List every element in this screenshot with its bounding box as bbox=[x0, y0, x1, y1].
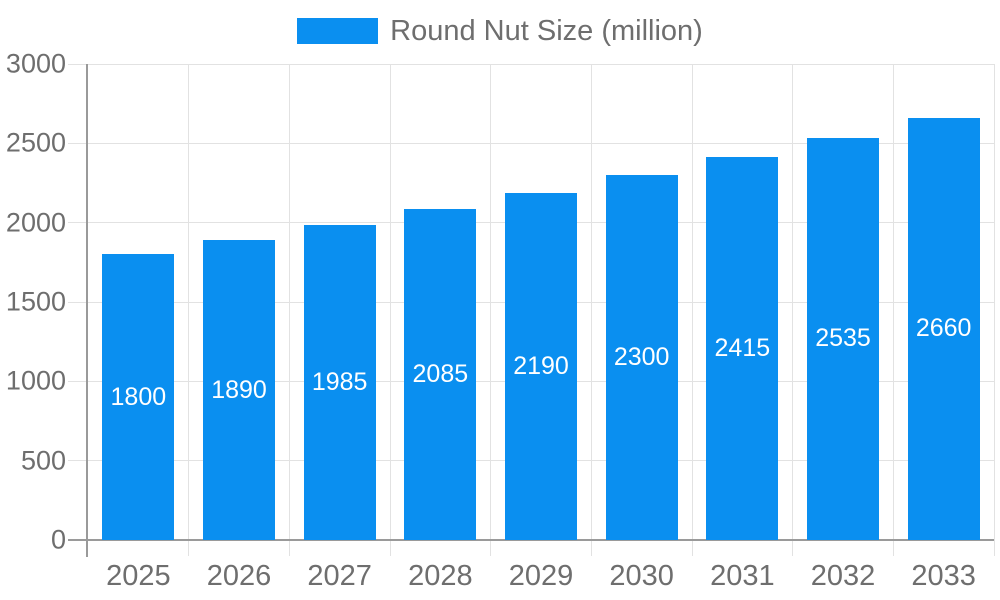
y-axis-tick-label: 2000 bbox=[5, 207, 66, 238]
bar-2032[interactable]: 2535 bbox=[807, 137, 879, 540]
bar-value-label: 2660 bbox=[915, 314, 972, 343]
bar-value-label: 2300 bbox=[613, 343, 670, 372]
bar-2026[interactable]: 1890 bbox=[203, 240, 275, 540]
x-gridline bbox=[188, 64, 190, 556]
x-axis-tick-label: 2033 bbox=[911, 560, 976, 592]
bar-value-label: 2535 bbox=[815, 324, 871, 353]
bar-value-label: 1800 bbox=[110, 382, 167, 411]
bar-value-label: 2085 bbox=[412, 360, 469, 389]
x-axis-tick-label: 2028 bbox=[408, 560, 473, 592]
bar-2033[interactable]: 2660 bbox=[907, 117, 980, 540]
bar-value-label: 1985 bbox=[311, 368, 368, 396]
y-axis-tick-label: 1500 bbox=[5, 286, 66, 317]
x-gridline bbox=[389, 64, 391, 556]
x-axis-tick-label: 2030 bbox=[609, 560, 674, 592]
x-gridline bbox=[993, 64, 995, 556]
bar-2031[interactable]: 2415 bbox=[706, 156, 779, 540]
x-gridline bbox=[288, 64, 290, 556]
y-axis-tick-label: 0 bbox=[50, 524, 66, 555]
y-gridline bbox=[68, 63, 994, 65]
y-axis-tick-label: 500 bbox=[20, 445, 66, 476]
x-axis-tick-label: 2029 bbox=[508, 560, 574, 592]
bar-value-label: 2190 bbox=[513, 351, 569, 380]
y-axis-tick-label: 2500 bbox=[5, 127, 66, 158]
legend-label: Round Nut Size (million) bbox=[390, 14, 703, 47]
chart-legend[interactable]: Round Nut Size (million) bbox=[0, 14, 1000, 47]
y-axis-tick-label: 1000 bbox=[5, 365, 66, 396]
y-gridline bbox=[68, 142, 994, 144]
x-gridline bbox=[590, 64, 592, 556]
bar-2029[interactable]: 2190 bbox=[505, 192, 577, 540]
bar-2025[interactable]: 1800 bbox=[102, 254, 175, 540]
x-axis-tick-label: 2032 bbox=[810, 560, 876, 592]
x-axis-tick-label: 2026 bbox=[206, 560, 272, 592]
bar-2027[interactable]: 1985 bbox=[303, 225, 376, 540]
x-gridline bbox=[691, 64, 693, 556]
x-gridline bbox=[892, 64, 894, 556]
bar-2030[interactable]: 2300 bbox=[605, 175, 678, 540]
x-axis-tick-label: 2025 bbox=[106, 560, 171, 592]
legend-swatch bbox=[297, 18, 379, 44]
bar-2028[interactable]: 2085 bbox=[404, 209, 477, 540]
x-axis-line bbox=[68, 539, 994, 541]
y-axis-tick-label: 3000 bbox=[5, 48, 66, 79]
x-gridline bbox=[490, 64, 492, 556]
y-axis-line bbox=[86, 64, 88, 557]
x-axis-tick-label: 2027 bbox=[307, 560, 372, 592]
bar-value-label: 1890 bbox=[211, 375, 267, 404]
x-axis-tick-label: 2031 bbox=[710, 560, 775, 592]
x-gridline bbox=[792, 64, 794, 556]
bar-value-label: 2415 bbox=[714, 333, 771, 362]
